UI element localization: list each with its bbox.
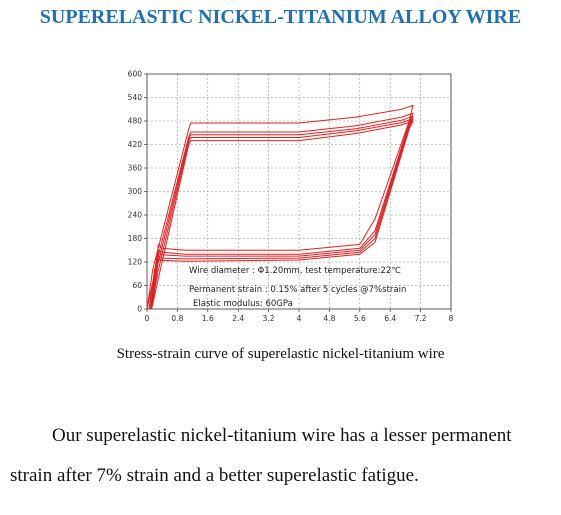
x-tick-label: 1.6 — [202, 314, 214, 323]
chart-annotation-2: Permanent strain : 0.15% after 5 cycles … — [189, 285, 406, 295]
y-tick-label: 180 — [128, 234, 143, 243]
page-title: SUPERELASTIC NICKEL-TITANIUM ALLOY WIRE — [39, 6, 522, 28]
x-tick-label: 0 — [145, 314, 150, 323]
y-tick-label: 540 — [128, 93, 143, 102]
x-tick-label: 2.4 — [232, 314, 244, 323]
series-line-cycle-4 — [150, 118, 414, 310]
x-tick-label: 0.8 — [171, 314, 183, 323]
paragraph-line-1: Our superelastic nickel-titanium wire ha… — [10, 416, 555, 456]
y-tick-label: 0 — [137, 305, 142, 314]
chart-annotations: Wire diameter : Φ1.20mm, test temperatur… — [189, 266, 406, 309]
x-tick-label: 7.2 — [415, 314, 427, 323]
y-tick-label: 420 — [128, 140, 143, 149]
y-tick-label: 120 — [128, 258, 143, 267]
figure-caption: Stress-strain curve of superelastic nick… — [116, 346, 445, 362]
paragraph-line-2: strain after 7% strain and a better supe… — [10, 465, 419, 486]
x-tick-label: 4 — [297, 314, 302, 323]
stress-strain-chart: 0 60 120 180 240 300 360 420 480 540 600 0 0.8 1.6 2.4… — [120, 64, 460, 334]
y-tick-label: 300 — [128, 187, 143, 196]
x-tick-label: 4.8 — [323, 314, 335, 323]
y-tick-label: 240 — [128, 211, 143, 220]
series-line-cycle-1 — [146, 104, 414, 310]
chart-svg: 0 60 120 180 240 300 360 420 480 540 600 0 0.8 1.6 2.4… — [128, 70, 454, 324]
x-tick-label: 5.6 — [354, 314, 366, 323]
description-paragraph: Our superelastic nickel-titanium wire ha… — [10, 416, 555, 496]
chart-ticks: 0 60 120 180 240 300 360 420 480 540 600 0 0.8 1.6 2.4… — [128, 70, 454, 324]
chart-annotation-1: Wire diameter : Φ1.20mm, test temperatur… — [189, 266, 401, 276]
x-tick-label: 6.4 — [384, 314, 396, 323]
series-line-cycle-5 — [151, 120, 414, 310]
x-tick-label: 3.2 — [263, 314, 275, 323]
y-tick-label: 60 — [132, 281, 142, 290]
paragraph-line-1-text: Our superelastic nickel-titanium wire ha… — [52, 425, 512, 446]
series-line-cycle-3 — [149, 115, 414, 310]
chart-annotation-3: Elastic modulus: 60GPa — [193, 299, 293, 309]
y-tick-label: 600 — [128, 70, 143, 79]
x-tick-label: 8 — [449, 314, 454, 323]
y-tick-label: 360 — [128, 164, 143, 173]
chart-series — [146, 104, 414, 310]
y-tick-label: 480 — [128, 117, 143, 126]
